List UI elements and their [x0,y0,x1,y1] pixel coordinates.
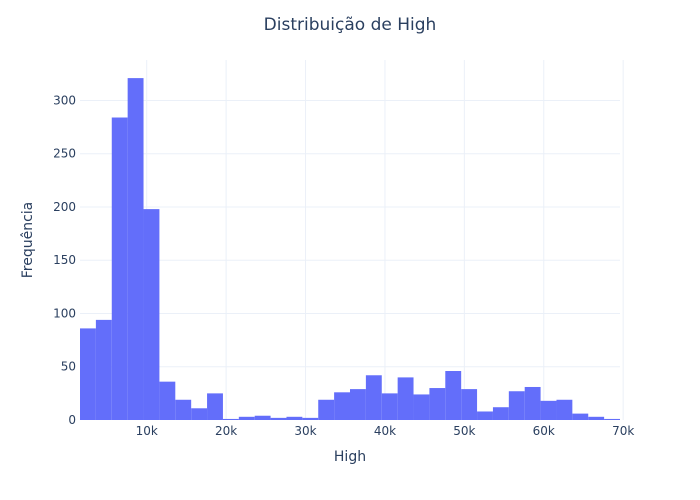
histogram-bar [80,328,96,420]
histogram-bar [461,389,478,420]
histogram-bar [524,386,541,420]
x-tick-label: 50k [453,424,475,438]
histogram-bar [207,393,223,420]
x-tick-label: 10k [136,424,158,438]
x-tick-label: 70k [612,424,634,438]
y-tick-label: 150 [53,253,76,267]
y-tick-label: 50 [61,360,76,374]
histogram-bar [477,411,493,420]
y-tick-label: 100 [53,306,76,320]
x-axis-title: High [334,449,366,465]
histogram-bar [381,393,398,420]
histogram-bar [318,399,335,420]
histogram-bar [429,388,446,420]
y-axis-title: Frequência [20,202,36,279]
histogram-bar [334,392,350,420]
histogram-bar [159,381,176,420]
histogram-bar [270,417,287,420]
grid-lines [80,60,624,420]
y-tick-label: 250 [53,147,76,161]
x-tick-label: 40k [374,424,396,438]
histogram-bar [556,399,573,420]
histogram-bar [254,415,271,420]
histogram-bar [127,78,144,420]
histogram-bar [302,417,319,420]
histogram-bar [95,319,112,420]
y-tick-label: 0 [68,413,76,427]
x-tick-label: 60k [533,424,555,438]
histogram-bars [80,78,620,420]
histogram-bar [238,416,255,420]
histogram-bar [222,418,239,420]
histogram-bar [365,375,382,420]
histogram-bar [588,416,605,420]
histogram-bar [143,209,160,420]
histogram-bar [111,117,128,420]
chart-title: Distribuição de High [264,15,437,35]
histogram-bar [540,400,557,420]
histogram-bar [572,413,589,420]
x-axis-ticks: 10k 20k 30k 40k 50k 60k 70k [136,424,635,438]
histogram-bar [445,371,462,420]
histogram-bar [191,408,208,420]
histogram-bar [286,416,303,420]
histogram-bar [492,407,509,420]
x-tick-label: 20k [215,424,237,438]
histogram-bar [397,377,414,420]
y-tick-label: 300 [53,93,76,107]
histogram-bar [175,399,192,420]
histogram-bar [604,418,620,420]
histogram-bar [508,391,525,420]
histogram-bar [350,389,366,420]
y-tick-label: 200 [53,200,76,214]
y-axis-ticks: 0 50 100 150 200 250 300 [53,93,76,427]
x-tick-label: 30k [294,424,316,438]
histogram-bar [413,394,430,420]
